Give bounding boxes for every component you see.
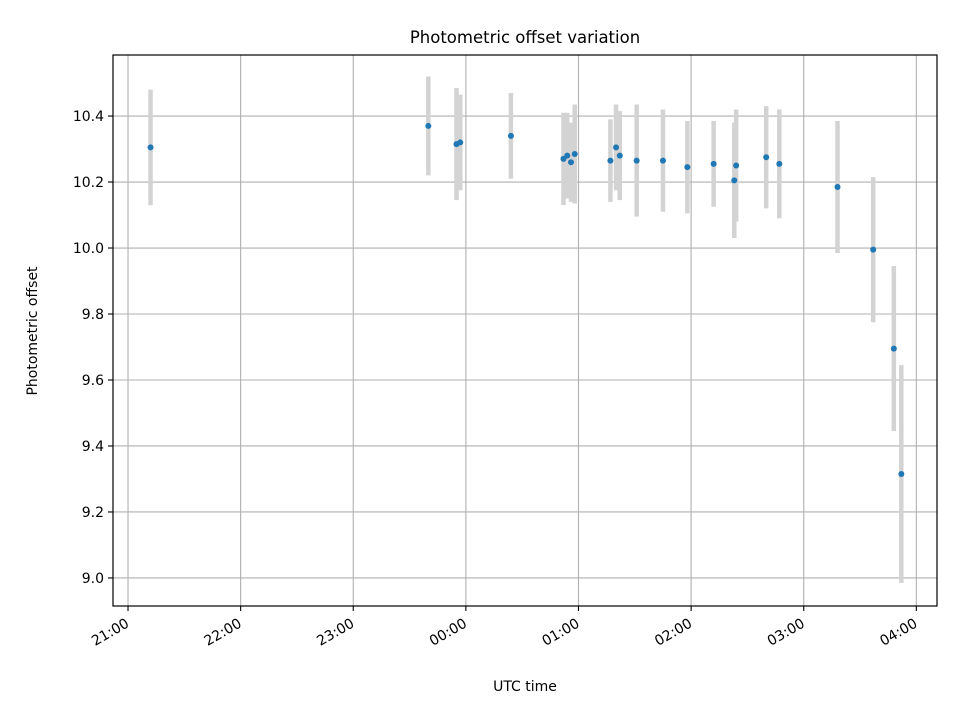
data-point — [763, 154, 770, 161]
data-point — [425, 122, 432, 129]
data-point — [710, 160, 717, 167]
data-point — [659, 157, 666, 164]
y-axis-ticks: 9.0 9.2 9.4 9.6 9.8 10.0 10.2 10.4 — [73, 109, 113, 587]
data-point — [834, 183, 841, 190]
data-point — [890, 345, 897, 352]
y-tick-label: 9.0 — [82, 571, 104, 587]
data-point — [733, 162, 740, 169]
x-axis-label: UTC time — [493, 679, 557, 695]
data-point — [731, 177, 738, 184]
data-point — [613, 144, 620, 151]
data-points — [147, 122, 905, 478]
data-point — [147, 144, 154, 151]
data-point — [870, 246, 877, 253]
plot-frame — [112, 54, 938, 607]
data-point — [607, 157, 614, 164]
y-tick-label: 9.6 — [82, 373, 104, 389]
data-point — [457, 139, 464, 146]
y-tick-label: 10.4 — [73, 109, 104, 125]
y-tick-label: 9.8 — [82, 307, 104, 323]
data-point — [616, 152, 623, 159]
y-tick-label: 10.2 — [73, 175, 104, 191]
data-point — [684, 164, 691, 171]
data-point — [633, 157, 640, 164]
chart-title: Photometric offset variation — [410, 28, 640, 47]
y-tick-label: 9.2 — [82, 505, 104, 521]
data-point — [507, 132, 514, 139]
data-point — [567, 159, 574, 166]
y-tick-label: 10.0 — [73, 241, 104, 257]
data-point — [776, 160, 783, 167]
y-tick-label: 9.4 — [82, 439, 104, 455]
data-point — [898, 471, 905, 478]
grid — [113, 55, 937, 606]
data-point — [571, 150, 578, 157]
y-axis-label: Photometric offset — [25, 266, 41, 396]
data-point — [564, 152, 571, 159]
